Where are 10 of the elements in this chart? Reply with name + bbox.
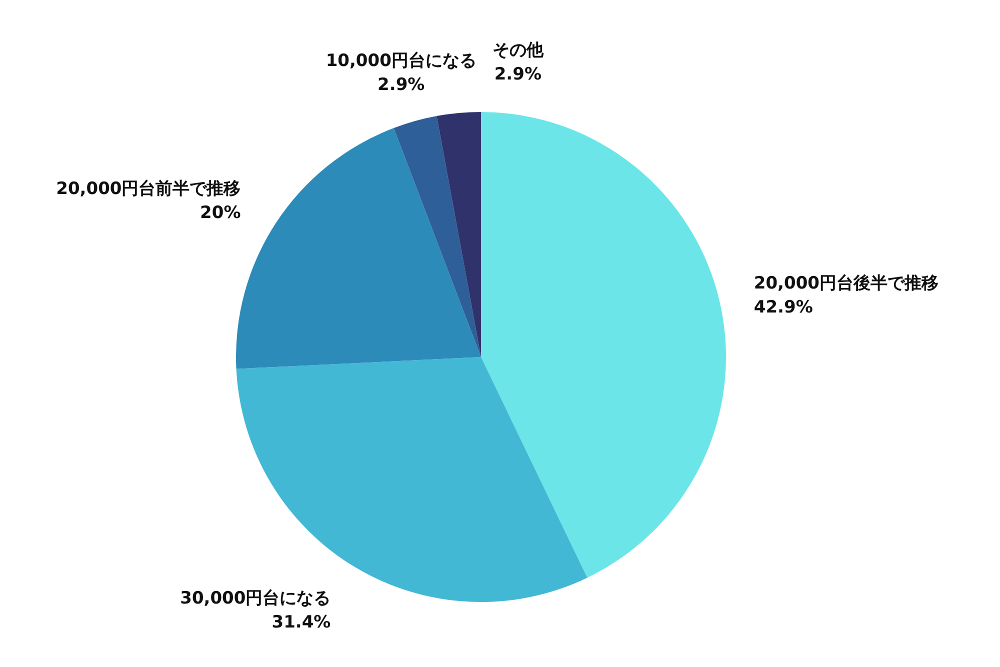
slice-label: 30,000円台になる [180,588,331,609]
slice-label: 10,000円台になる [326,50,476,71]
data-label: 42.9% [754,298,813,318]
slice-label: 20,000円台後半で推移 [754,274,938,294]
data-label: 20% [200,202,241,223]
slice-label: その他 [492,40,544,60]
data-label: 2.9% [494,64,542,84]
data-label: 2.9% [378,74,425,95]
slice-label: 20,000円台前半で推移 [56,178,241,199]
data-label: 31.4% [272,612,331,633]
